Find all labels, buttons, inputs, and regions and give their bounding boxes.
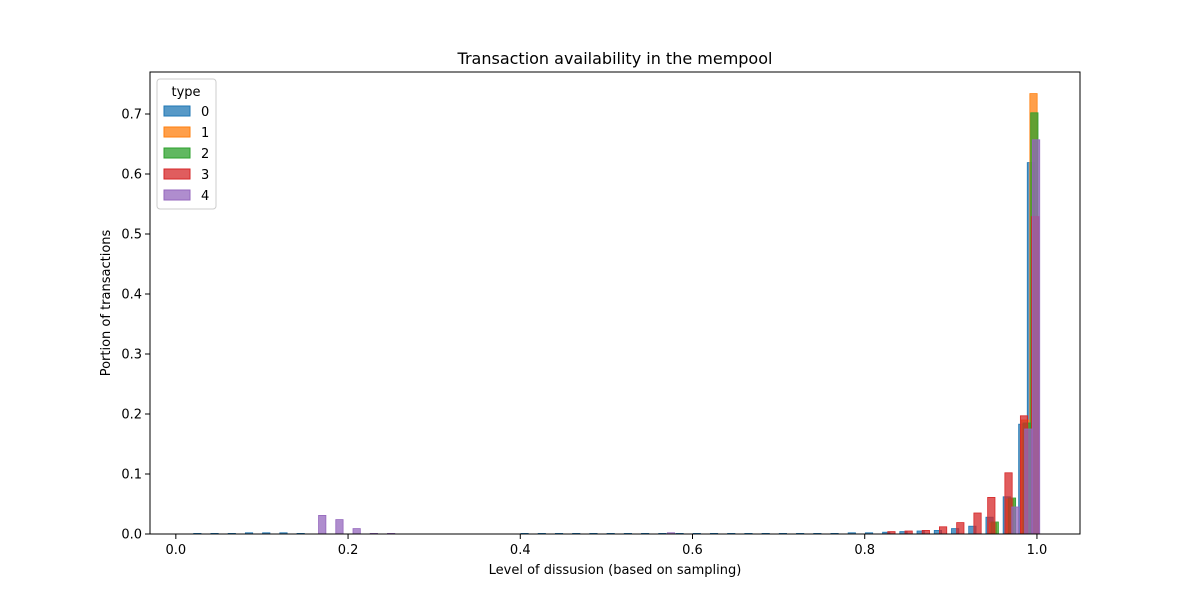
x-tick-label: 1.0 [1027, 543, 1048, 558]
y-tick-label: 0.6 [121, 168, 142, 183]
x-tick-label: 0.2 [338, 543, 359, 558]
legend-swatch-0 [163, 105, 191, 117]
y-axis: 0.0 0.1 0.2 0.3 0.4 0.5 0.6 0.7 [121, 108, 150, 543]
legend-swatch-4 [163, 189, 191, 201]
chart-title: Transaction availability in the mempool [457, 49, 773, 68]
y-tick-label: 0.2 [121, 408, 142, 423]
plot-frame [149, 71, 1081, 535]
y-tick-label: 0.7 [121, 108, 142, 123]
bars-group [193, 93, 1041, 535]
y-tick-label: 0.3 [121, 348, 142, 363]
y-tick-label: 0.0 [121, 528, 142, 543]
legend-title: type [171, 85, 200, 100]
bar-type-3 [921, 530, 930, 535]
legend: type 0 1 2 3 4 [156, 78, 217, 210]
bar-type-4 [1032, 139, 1041, 535]
bar-type-4 [1024, 428, 1033, 535]
x-tick-label: 0.6 [682, 543, 703, 558]
bar-type-3 [973, 512, 982, 535]
y-tick-label: 0.5 [121, 228, 142, 243]
bar-type-4 [335, 519, 344, 535]
legend-label-3: 3 [201, 168, 209, 183]
legend-label-2: 2 [201, 147, 209, 162]
x-tick-label: 0.8 [854, 543, 875, 558]
legend-items: 0 1 2 3 4 [163, 105, 209, 204]
legend-swatch-2 [163, 147, 191, 159]
x-tick-label: 0.4 [510, 543, 531, 558]
bar-type-3 [939, 526, 948, 535]
y-tick-label: 0.4 [121, 288, 142, 303]
bar-type-4 [352, 528, 361, 535]
x-axis: 0.0 0.2 0.4 0.6 0.8 1.0 [165, 534, 1047, 558]
bar-type-3 [956, 522, 965, 535]
legend-label-0: 0 [201, 105, 209, 120]
bar-type-4 [318, 515, 327, 535]
bar-type-4 [1011, 506, 1020, 535]
legend-swatch-3 [163, 168, 191, 180]
bar-type-3 [1004, 472, 1013, 535]
y-tick-label: 0.1 [121, 468, 142, 483]
x-tick-label: 0.0 [165, 543, 186, 558]
legend-label-1: 1 [201, 126, 209, 141]
legend-label-4: 4 [201, 189, 209, 204]
legend-swatch-1 [163, 126, 191, 138]
x-axis-label: Level of dissusion (based on sampling) [489, 563, 742, 578]
y-axis-label: Portion of transactions [99, 229, 114, 376]
bar-type-3 [987, 496, 996, 535]
